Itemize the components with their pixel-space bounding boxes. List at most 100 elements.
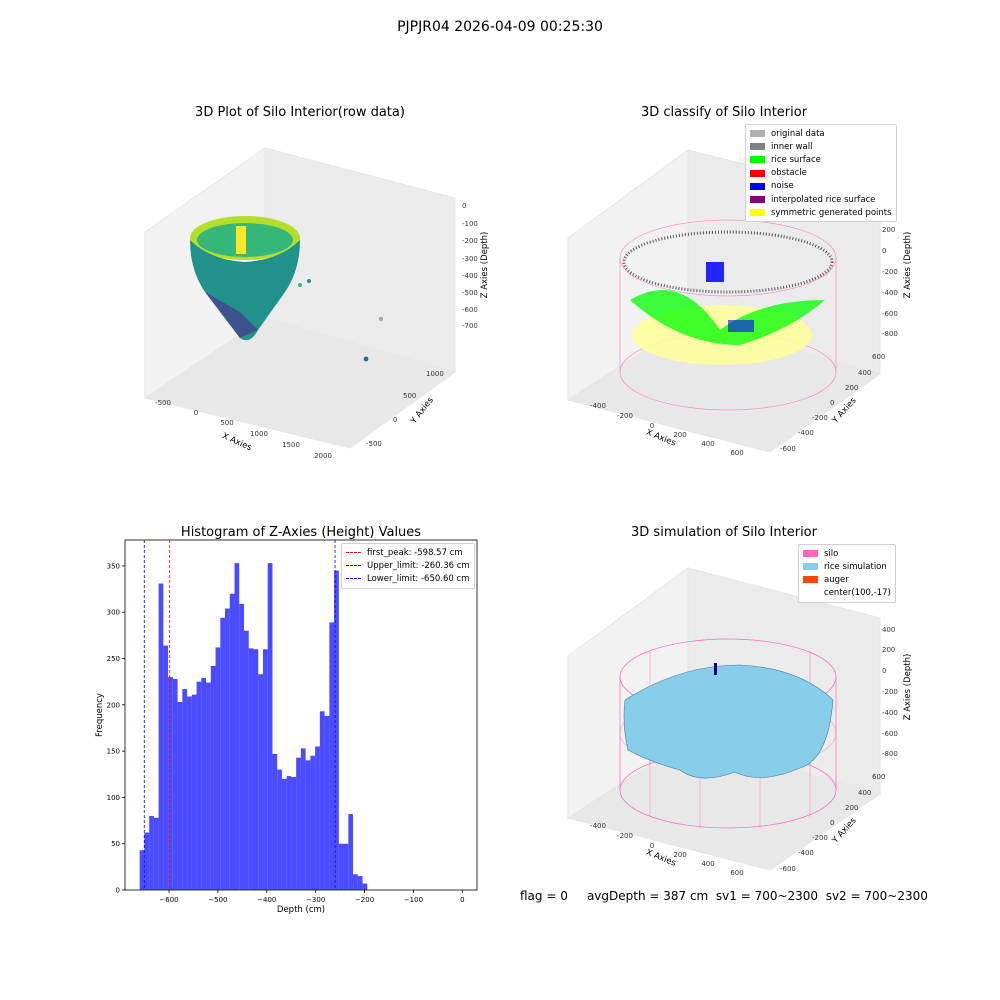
histogram-bar	[253, 649, 259, 890]
classify-xtick: 200	[673, 431, 686, 439]
legend-item: auger	[803, 573, 891, 586]
y-axis-label: Frequency	[95, 693, 105, 737]
legend-item: symmetric generated points	[750, 206, 892, 219]
status-line: flag = 0 avgDepth = 387 cm sv1 = 700~230…	[520, 889, 928, 903]
legend-item: noise	[750, 180, 892, 193]
histogram-bar	[144, 832, 150, 890]
legend-swatch	[803, 576, 818, 584]
classify-ztick: -200	[882, 268, 898, 276]
histogram-bar	[215, 647, 221, 890]
sim-ytick: -600	[780, 865, 796, 873]
chart-title: Histogram of Z-Axies (Height) Values	[181, 525, 421, 540]
raw-xtick: -500	[155, 399, 171, 407]
sim-xtick: -200	[617, 832, 633, 840]
classify-noise-cluster	[706, 262, 724, 282]
legend-item: interpolated rice surface	[750, 193, 892, 206]
sim-ytick: 0	[830, 819, 834, 827]
panel-raw-3d: 3D Plot of Silo Interior(row data) -500 …	[143, 105, 490, 460]
histogram-bar	[286, 776, 292, 890]
histogram-bar	[300, 748, 306, 890]
raw-xtick: 0	[194, 409, 198, 417]
histogram-bar	[362, 883, 368, 890]
classify-ytick: -400	[798, 429, 814, 437]
y-tick-label: 50	[111, 840, 120, 848]
raw-ztick: -300	[462, 255, 478, 263]
legend-label: symmetric generated points	[771, 207, 892, 218]
raw-cone-shadow	[205, 292, 258, 338]
sim-ytick: 200	[845, 804, 858, 812]
histogram-bar	[343, 843, 349, 890]
histogram-bar	[210, 665, 216, 890]
histogram-bar	[149, 815, 154, 890]
sim-ytick: 400	[858, 789, 871, 797]
histogram-bar	[291, 777, 297, 890]
legend-item: center(100,-17)	[803, 587, 891, 600]
histogram-bar	[315, 746, 320, 890]
classify-legend: original data inner wall rice surface obsta…	[745, 124, 897, 223]
legend-item: inner wall	[750, 140, 892, 153]
legend-swatch	[750, 169, 765, 177]
x-tick-label: −300	[306, 896, 325, 904]
simulation-legend: silo rice simulation auger center(100,-17)	[798, 544, 896, 603]
histogram-bar	[277, 769, 282, 890]
legend-item: original data	[750, 127, 892, 140]
simulation-title: 3D simulation of Silo Interior	[631, 525, 818, 540]
raw-xtick: 2000	[314, 452, 332, 460]
raw-ytick: 500	[403, 392, 416, 400]
histogram-bar	[196, 681, 202, 890]
hist-axes: −600 −500 −400 −300 −200 −100 0 0 50 100 150 200 250…	[107, 562, 465, 904]
histogram-bar	[229, 593, 235, 890]
classify-xtick: 0	[650, 422, 654, 430]
classify-ztick: -400	[882, 289, 898, 297]
sim-ztick: -200	[882, 688, 898, 696]
classify-point-cloud	[622, 230, 834, 365]
legend-label: center(100,-17)	[824, 588, 891, 599]
raw-xtick: 1000	[250, 430, 268, 438]
legend-label: Lower_limit: -650.60 cm	[367, 573, 470, 584]
y-tick-label: 150	[107, 748, 120, 756]
histogram-bar	[348, 814, 354, 890]
legend-item: silo	[803, 547, 891, 560]
x-axis-label: Depth (cm)	[277, 905, 325, 915]
sim-zlabel: Z Axies (Depth)	[903, 654, 913, 721]
legend-swatch	[346, 578, 361, 580]
y-tick-label: 250	[107, 655, 120, 663]
histogram-bar	[281, 778, 287, 890]
classify-rice-surface	[630, 290, 825, 345]
histogram-bar	[153, 817, 159, 890]
histogram-bar	[258, 674, 263, 890]
legend-item: Upper_limit: -260.36 cm	[346, 559, 470, 572]
raw-ztick: -100	[462, 220, 478, 228]
legend-item: first_peak: -598.57 cm	[346, 546, 470, 559]
legend-label: original data	[771, 128, 825, 139]
sim-ztick: -600	[882, 730, 898, 738]
histogram-bar	[163, 645, 169, 890]
raw-pane-floor	[143, 317, 457, 449]
histogram-bar	[267, 563, 273, 890]
raw-point-cloud	[190, 216, 384, 362]
raw-ytick: 1000	[426, 370, 444, 378]
histogram-bar	[220, 617, 226, 890]
hist-bars	[139, 563, 368, 890]
status-avg-depth: avgDepth = 387 cm	[586, 889, 709, 903]
x-tick-label: −400	[257, 896, 276, 904]
histogram-bar	[319, 711, 325, 890]
classify-ztick: -800	[882, 330, 898, 338]
raw-outlier	[363, 356, 369, 362]
legend-item: rice surface	[750, 153, 892, 166]
histogram-bar	[182, 689, 188, 890]
status-flag: flag = 0	[520, 889, 568, 903]
classify-xtick: 400	[701, 440, 714, 448]
legend-swatch	[803, 589, 818, 597]
raw-title: 3D Plot of Silo Interior(row data)	[195, 105, 405, 120]
legend-label: rice simulation	[824, 561, 887, 572]
panel-histogram: Histogram of Z-Axies (Height) Values −60…	[95, 525, 478, 915]
legend-label: silo	[824, 548, 839, 559]
classify-xtick: -200	[617, 412, 633, 420]
classify-noise-cluster	[728, 320, 754, 332]
raw-xtick: 1500	[282, 441, 300, 449]
legend-label: Upper_limit: -260.36 cm	[367, 560, 470, 571]
legend-label: interpolated rice surface	[771, 194, 876, 205]
histogram-bar	[338, 843, 344, 890]
raw-ztick: -600	[462, 306, 478, 314]
